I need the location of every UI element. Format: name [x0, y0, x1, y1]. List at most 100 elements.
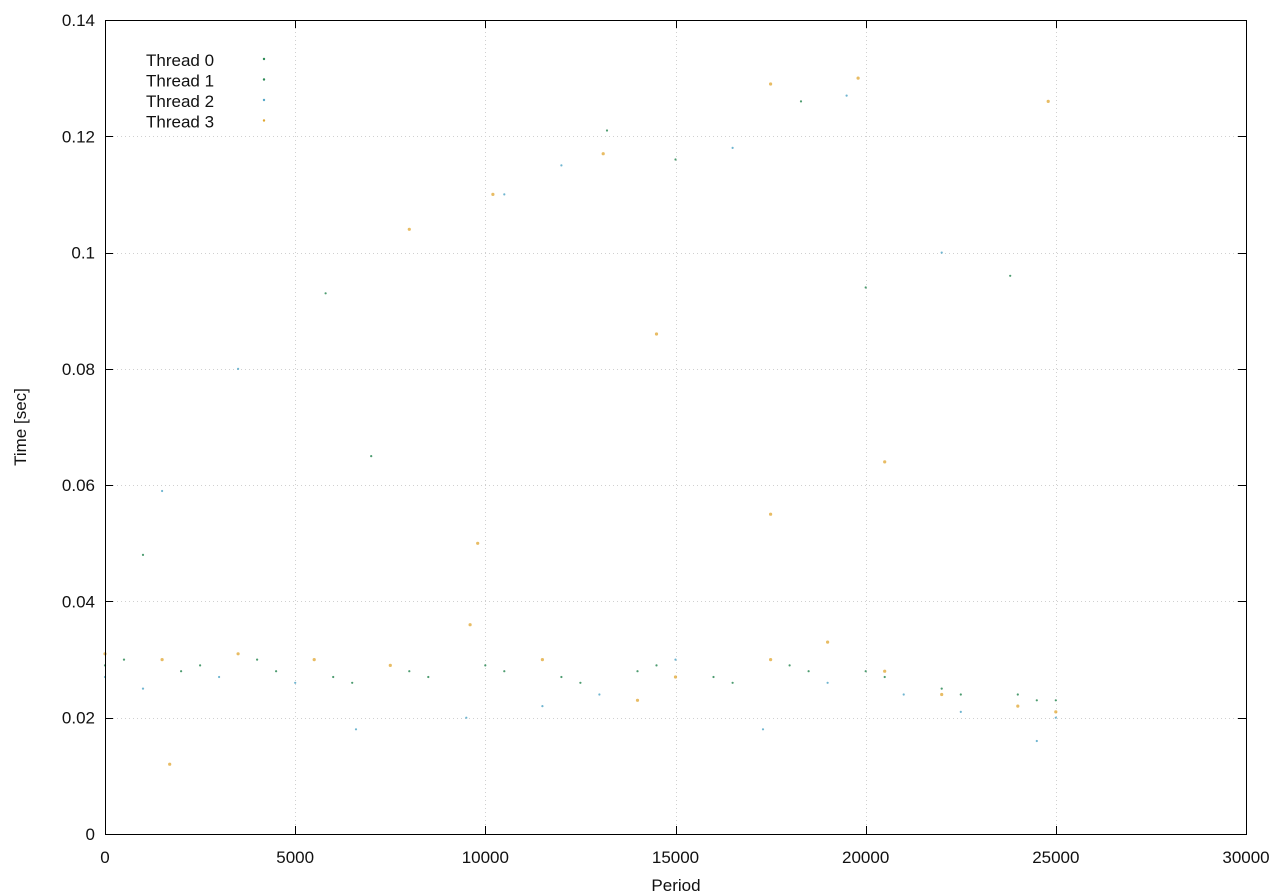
legend-marker	[262, 119, 266, 122]
series-0	[103, 158, 1057, 702]
data-point	[731, 146, 734, 149]
data-point	[883, 460, 887, 464]
data-point	[1009, 274, 1012, 277]
legend-marker	[262, 57, 266, 61]
data-point	[769, 82, 773, 86]
data-point	[959, 710, 962, 714]
data-point	[1046, 99, 1050, 103]
data-point	[256, 658, 259, 661]
data-point	[324, 292, 327, 295]
data-point	[826, 640, 830, 644]
data-point	[940, 251, 943, 254]
data-point	[122, 658, 126, 661]
x-tick-label: 0	[100, 848, 109, 867]
x-tick-label: 25000	[1032, 848, 1079, 867]
data-point	[476, 541, 480, 545]
x-axis-title: Period	[651, 876, 700, 895]
data-point	[788, 664, 791, 667]
data-point	[769, 658, 773, 662]
data-point	[141, 687, 145, 690]
points-layer	[103, 76, 1058, 766]
data-point	[731, 681, 734, 684]
data-point	[388, 663, 392, 668]
data-point	[161, 489, 164, 493]
data-point	[199, 664, 202, 667]
ticks	[105, 20, 1247, 835]
series-3	[103, 76, 1058, 766]
data-point	[237, 367, 240, 370]
data-point	[540, 658, 545, 662]
y-tick-label: 0.08	[62, 360, 95, 379]
y-tick-labels: 0 0.02 0.04 0.06 0.08 0.1 0.12 0.14	[62, 11, 95, 844]
data-point	[856, 76, 860, 80]
data-point	[598, 693, 601, 696]
data-point	[902, 693, 905, 696]
data-point	[560, 675, 563, 679]
legend-label: Thread 3	[146, 113, 214, 132]
data-point	[168, 762, 172, 766]
data-point	[294, 681, 297, 684]
data-point	[712, 675, 715, 679]
x-tick-label: 5000	[276, 848, 314, 867]
data-point	[826, 681, 829, 684]
data-point	[312, 658, 316, 662]
y-tick-label: 0.14	[62, 11, 95, 30]
x-tick-label: 10000	[462, 848, 509, 867]
data-point	[654, 332, 659, 336]
data-point	[674, 158, 677, 161]
data-point	[465, 716, 468, 719]
data-point	[218, 675, 221, 679]
data-point	[605, 129, 609, 132]
legend-label: Thread 2	[146, 92, 214, 111]
x-tick-label: 20000	[842, 848, 889, 867]
y-tick-label: 0	[86, 825, 95, 844]
grid	[105, 20, 1246, 834]
data-point	[601, 152, 605, 156]
data-point	[275, 670, 278, 673]
data-point	[332, 675, 335, 679]
data-point	[160, 658, 164, 662]
data-point	[655, 664, 658, 667]
data-point	[761, 728, 765, 731]
series-2	[103, 94, 1057, 743]
data-point	[864, 670, 867, 673]
data-point	[864, 286, 867, 289]
data-point	[1054, 716, 1057, 719]
data-point	[940, 692, 944, 697]
y-tick-label: 0.06	[62, 476, 95, 495]
data-point	[1016, 693, 1019, 696]
data-point	[940, 687, 943, 690]
data-point	[370, 455, 373, 458]
data-point	[180, 670, 183, 673]
data-point	[484, 664, 487, 667]
data-point	[674, 658, 677, 661]
data-point	[807, 670, 810, 673]
x-tick-labels: 0 5000 10000 15000 20000 25000 30000	[100, 848, 1269, 867]
y-tick-label: 0.12	[62, 127, 95, 146]
data-point	[503, 670, 506, 673]
data-point	[407, 227, 411, 231]
y-tick-label: 0.1	[71, 244, 95, 263]
legend-label: Thread 1	[146, 72, 214, 91]
data-point	[236, 652, 240, 656]
series-1	[122, 100, 1038, 702]
y-axis-title: Time [sec]	[11, 388, 30, 466]
data-point	[351, 681, 354, 684]
data-point	[468, 623, 472, 627]
data-point	[883, 675, 886, 679]
legend-marker	[262, 78, 266, 81]
data-point	[427, 675, 430, 679]
data-point	[408, 670, 411, 673]
data-point	[354, 728, 358, 731]
data-point	[141, 553, 145, 557]
data-point	[959, 693, 962, 696]
data-point	[883, 669, 887, 673]
data-point	[799, 100, 803, 103]
data-point	[579, 681, 582, 684]
y-tick-label: 0.04	[62, 592, 95, 611]
data-point	[1054, 710, 1058, 714]
y-tick-label: 0.02	[62, 709, 95, 728]
